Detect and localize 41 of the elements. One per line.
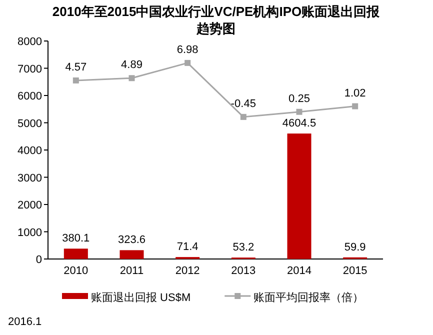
x-tick-label: 2013 (231, 265, 256, 277)
data-label: 6.98 (176, 44, 198, 56)
bar (64, 248, 88, 259)
y-tick-label: 8000 (18, 36, 42, 48)
data-label: 1.02 (344, 87, 366, 100)
data-label: 380.1 (62, 232, 90, 245)
data-label: 4604.5 (282, 118, 316, 130)
y-tick-label: 7000 (18, 63, 42, 76)
x-tick-label: 2015 (342, 265, 368, 277)
x-tick-label: 2010 (64, 265, 88, 277)
data-label: 323.6 (118, 234, 146, 246)
y-tick-label: 5000 (18, 118, 42, 130)
y-tick-label: 4000 (18, 145, 42, 157)
legend-账面平均回报率（倍）: 账面平均回报率（倍） (224, 292, 364, 304)
x-tick-label: 2012 (175, 265, 200, 277)
legend-label: 账面平均回报率（倍） (254, 291, 364, 304)
x-tick-label: 2011 (120, 265, 144, 277)
point (128, 75, 135, 82)
bar (120, 250, 144, 259)
data-label: 4.57 (65, 61, 87, 74)
point (352, 103, 358, 110)
data-label: 53.2 (232, 242, 254, 254)
point (240, 114, 246, 120)
y-tick-label: 1000 (18, 226, 42, 239)
point (296, 108, 302, 115)
y-tick-label: 0 (36, 254, 42, 266)
data-label: 4.89 (121, 59, 142, 72)
data-label: 59.9 (344, 241, 366, 254)
data-label: 71.4 (176, 241, 198, 254)
text: 2016.1 (8, 316, 42, 328)
chart-title: 2010年至2015中国农业行业VC/PE机构IPO账面退出回报趋势图 (52, 4, 381, 36)
point (184, 60, 191, 66)
y-tick-label: 3000 (18, 172, 42, 184)
y-tick-label: 6000 (18, 90, 42, 102)
data-label: 0.25 (288, 92, 310, 105)
x-tick-label: 2014 (287, 265, 312, 277)
bar (287, 134, 312, 259)
legend-label: 账面退出回报 US$M (91, 291, 191, 304)
y-tick-label: 2000 (18, 200, 42, 212)
point (72, 77, 79, 84)
data-label: -0.45 (230, 98, 256, 110)
